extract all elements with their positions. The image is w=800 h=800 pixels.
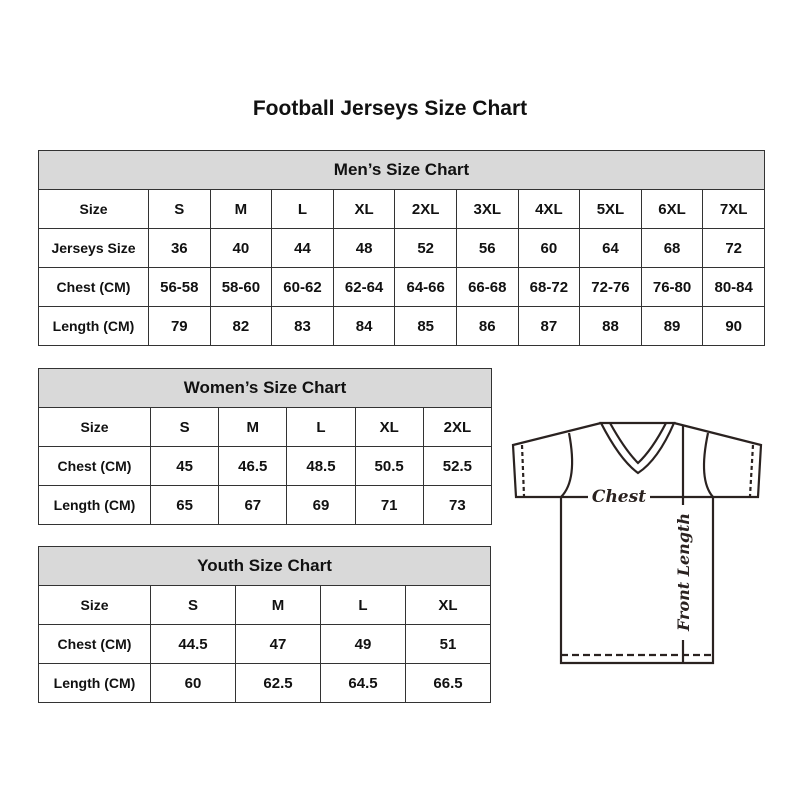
table-cell: 88 (579, 306, 642, 346)
table-cell: 52.5 (422, 446, 493, 486)
table-cell: 62.5 (235, 663, 321, 703)
table-cell: 64-66 (394, 267, 457, 307)
youth-size-table: Youth Size Chart Size S M L XL Chest (CM) 44.5 4… (38, 546, 491, 703)
table-cell: 64.5 (320, 663, 406, 703)
table-cell: 36 (148, 228, 211, 268)
table-cell: 56 (455, 228, 519, 268)
row-label: Length (CM) (38, 306, 149, 346)
table-row: Length (CM) 60 62.5 64.5 66.5 (38, 663, 491, 703)
table-cell: L (320, 585, 406, 625)
women-chart-heading: Women’s Size Chart (38, 368, 492, 408)
row-label: Size (38, 585, 151, 625)
jersey-outline (511, 421, 763, 665)
table-cell: 85 (394, 306, 457, 346)
row-label: Jerseys Size (38, 228, 149, 268)
jersey-diagram: Chest Front Length (511, 421, 763, 665)
front-length-label: Front Length (674, 513, 693, 632)
row-label: Size (38, 189, 149, 229)
table-cell: 47 (235, 624, 321, 664)
table-cell: 68-72 (517, 267, 581, 307)
table-cell: S (149, 407, 220, 447)
chest-label: Chest (592, 487, 646, 507)
table-cell: 79 (148, 306, 211, 346)
table-cell: 7XL (702, 189, 765, 229)
table-row: Size S M L XL 2XL 3XL 4XL 5XL 6XL 7XL (38, 189, 765, 229)
table-cell: 72 (702, 228, 765, 268)
table-cell: 2XL (422, 407, 493, 447)
table-cell: 64 (579, 228, 642, 268)
table-cell: S (148, 189, 211, 229)
table-row: Size S M L XL 2XL (38, 407, 493, 447)
table-cell: 76-80 (640, 267, 704, 307)
womens-size-table: Women’s Size Chart Size S M L XL 2XL Chest (CM)… (38, 368, 493, 525)
row-label: Chest (CM) (38, 446, 151, 486)
table-cell: 66-68 (455, 267, 519, 307)
table-cell: 65 (149, 485, 220, 525)
table-cell: 49 (320, 624, 406, 664)
table-cell: 82 (209, 306, 273, 346)
table-cell: 72-76 (579, 267, 642, 307)
youth-chart-heading: Youth Size Chart (38, 546, 491, 586)
table-cell: 48.5 (286, 446, 356, 486)
table-row: Chest (CM) 44.5 47 49 51 (38, 624, 491, 664)
table-cell: 73 (422, 485, 493, 525)
table-row: Length (CM) 79 82 83 84 85 86 87 88 89 90 (38, 306, 765, 346)
row-label: Chest (CM) (38, 267, 149, 307)
mens-size-table: Men’s Size Chart Size S M L XL 2XL 3XL 4XL 5XL 6XL… (38, 150, 765, 346)
table-cell: M (218, 407, 288, 447)
table-cell: 58-60 (209, 267, 273, 307)
table-cell: 5XL (579, 189, 642, 229)
table-row: Chest (CM) 45 46.5 48.5 50.5 52.5 (38, 446, 493, 486)
table-row: Size S M L XL (38, 585, 491, 625)
table-cell: 45 (149, 446, 220, 486)
page-title: Football Jerseys Size Chart (252, 97, 528, 120)
row-label: Size (38, 407, 151, 447)
table-cell: L (271, 189, 334, 229)
table-cell: XL (354, 407, 424, 447)
table-cell: M (235, 585, 321, 625)
table-cell: 66.5 (405, 663, 491, 703)
table-cell: 71 (354, 485, 424, 525)
table-cell: 48 (332, 228, 396, 268)
table-cell: 60-62 (271, 267, 334, 307)
table-cell: 2XL (394, 189, 457, 229)
table-cell: 44.5 (150, 624, 236, 664)
table-cell: 50.5 (354, 446, 424, 486)
table-cell: 62-64 (332, 267, 396, 307)
table-cell: XL (405, 585, 491, 625)
table-cell: 40 (209, 228, 273, 268)
table-cell: 83 (271, 306, 334, 346)
table-cell: 67 (218, 485, 288, 525)
table-row: Jerseys Size 36 40 44 48 52 56 60 64 68 72 (38, 228, 765, 268)
table-cell: 60 (150, 663, 236, 703)
row-label: Length (CM) (38, 485, 151, 525)
table-cell: 3XL (455, 189, 519, 229)
row-label: Chest (CM) (38, 624, 151, 664)
table-cell: 84 (332, 306, 396, 346)
table-cell: 86 (455, 306, 519, 346)
table-cell: 6XL (640, 189, 704, 229)
table-cell: 90 (702, 306, 765, 346)
table-row: Chest (CM) 56-58 58-60 60-62 62-64 64-66 66-68… (38, 267, 765, 307)
table-cell: 51 (405, 624, 491, 664)
table-cell: 69 (286, 485, 356, 525)
table-cell: 52 (394, 228, 457, 268)
table-cell: XL (332, 189, 396, 229)
men-chart-heading: Men’s Size Chart (38, 150, 765, 190)
table-cell: 46.5 (218, 446, 288, 486)
table-cell: 89 (640, 306, 704, 346)
table-cell: 44 (271, 228, 334, 268)
table-cell: 68 (640, 228, 704, 268)
table-cell: 60 (517, 228, 581, 268)
table-row: Length (CM) 65 67 69 71 73 (38, 485, 493, 525)
table-cell: 4XL (517, 189, 581, 229)
table-cell: S (150, 585, 236, 625)
row-label: Length (CM) (38, 663, 151, 703)
table-cell: 87 (517, 306, 581, 346)
table-cell: 80-84 (702, 267, 765, 307)
table-cell: L (286, 407, 356, 447)
table-cell: M (209, 189, 273, 229)
table-cell: 56-58 (148, 267, 211, 307)
